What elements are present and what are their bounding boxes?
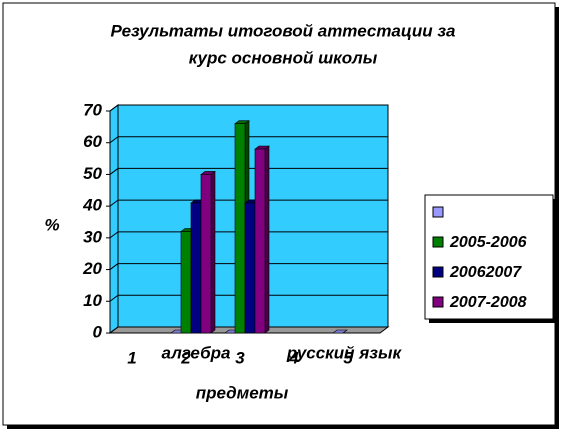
x-tick-label: 2: [180, 348, 191, 367]
legend-swatch: [432, 206, 444, 218]
bar: [244, 202, 256, 334]
grid-line: [109, 168, 119, 175]
grid-line: [109, 199, 119, 207]
legend-swatch: [432, 296, 444, 308]
y-tick-label: 60: [83, 132, 102, 151]
x-tick-label: 4: [288, 348, 299, 367]
annotation: русский язык: [286, 343, 403, 362]
grid-line: [109, 231, 119, 239]
bar-side: [210, 170, 216, 334]
grid-line: [109, 294, 119, 302]
bar: [190, 202, 202, 334]
legend-swatch: [432, 236, 444, 248]
chart-title: курс основной школы: [189, 48, 378, 67]
x-tick-label: 5: [343, 348, 353, 367]
grid-line: [109, 326, 119, 334]
legend-swatch: [432, 266, 444, 278]
y-tick-label: 20: [82, 259, 102, 278]
y-tick-label: 0: [93, 322, 103, 341]
y-tick-label: 30: [83, 227, 102, 246]
y-tick-label: 50: [83, 164, 102, 183]
bar: [254, 148, 266, 334]
legend-label: 2007-2008: [449, 294, 527, 311]
chart-title: Результаты итоговой аттестации за: [110, 21, 455, 40]
annotation: алгебра: [162, 343, 231, 362]
grid-line: [109, 104, 119, 112]
bar: [200, 174, 212, 334]
legend-label: 20062007: [449, 264, 522, 281]
bar: [234, 123, 246, 334]
y-tick-label: 40: [82, 196, 102, 215]
y-axis-label: %: [44, 215, 59, 234]
legend-label: 2005-2006: [449, 234, 527, 251]
x-tick-label: 3: [235, 348, 245, 367]
x-axis-label: предметы: [196, 383, 289, 402]
y-tick-label: 70: [83, 100, 102, 119]
grid-line: [109, 136, 119, 144]
x-tick-label: 1: [127, 348, 136, 367]
bar-top: [332, 329, 348, 334]
grid-line: [109, 263, 119, 270]
bar: [180, 231, 192, 334]
y-tick-label: 10: [83, 291, 102, 310]
legend: [424, 194, 554, 320]
bar-side: [264, 145, 270, 334]
